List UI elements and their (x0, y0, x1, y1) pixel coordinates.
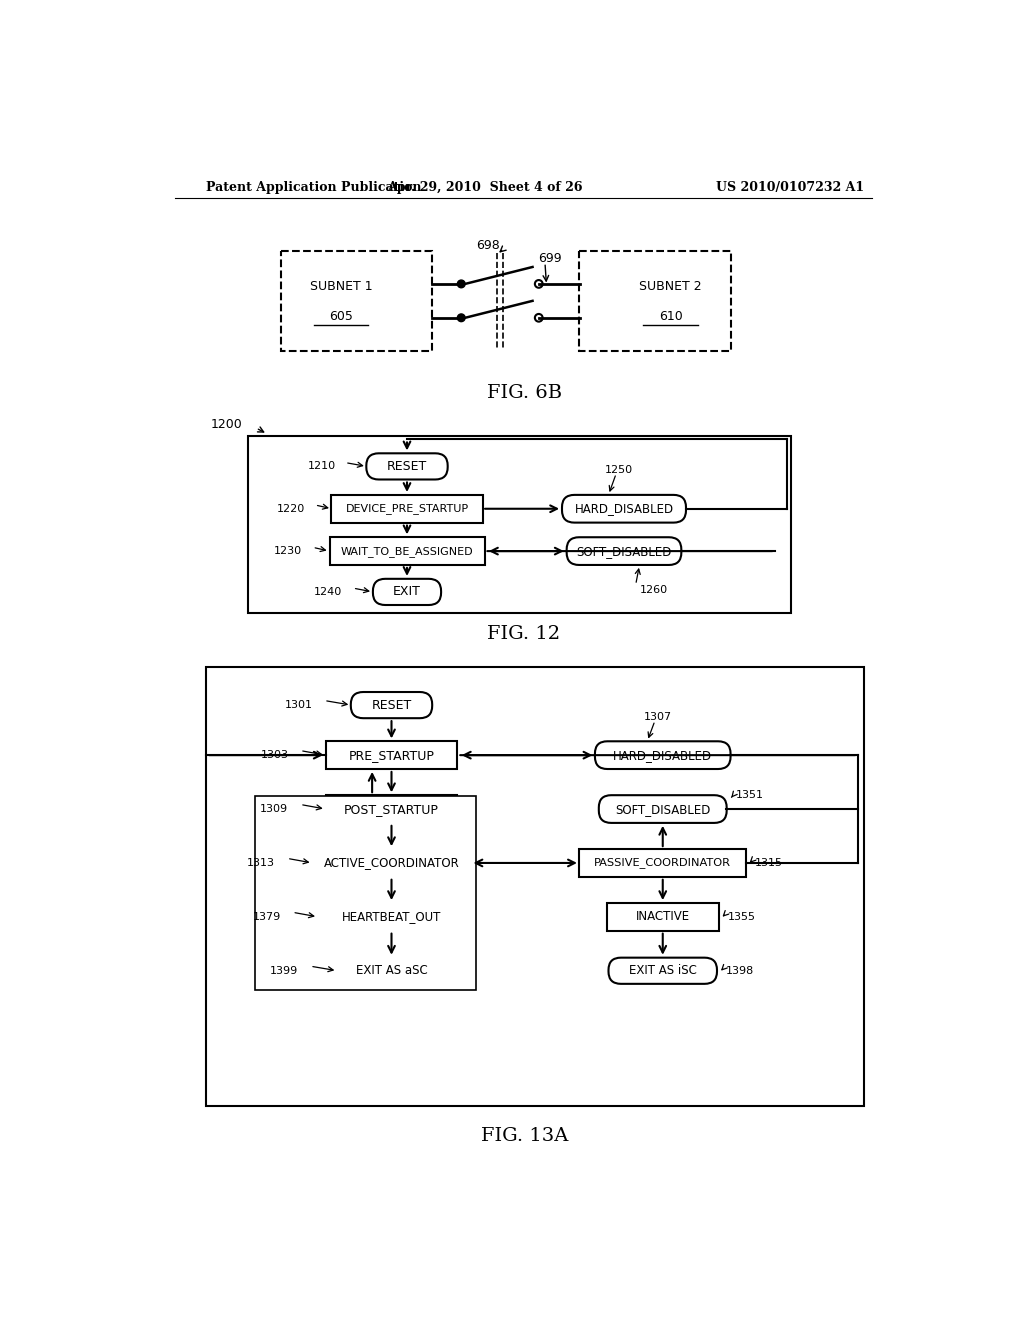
Bar (330, 537, 484, 565)
Text: HEARTBEAT_OUT: HEARTBEAT_OUT (342, 911, 441, 924)
Text: 1379: 1379 (253, 912, 281, 921)
FancyBboxPatch shape (599, 795, 727, 822)
Text: 1307: 1307 (643, 711, 672, 722)
Text: FIG. 12: FIG. 12 (486, 626, 560, 643)
Text: RESET: RESET (387, 459, 427, 473)
FancyBboxPatch shape (562, 495, 686, 523)
Text: POST_STARTUP: POST_STARTUP (344, 803, 439, 816)
Text: 1230: 1230 (274, 546, 302, 556)
FancyBboxPatch shape (337, 958, 445, 983)
Text: 1301: 1301 (285, 700, 312, 710)
FancyBboxPatch shape (608, 958, 717, 983)
Text: 1399: 1399 (270, 966, 299, 975)
Text: PASSIVE_COORDINATOR: PASSIVE_COORDINATOR (594, 858, 731, 869)
Bar (317, 903, 465, 931)
FancyBboxPatch shape (566, 537, 681, 565)
Text: 1260: 1260 (640, 585, 668, 594)
Text: DEVICE_PRE_STARTUP: DEVICE_PRE_STARTUP (345, 503, 469, 515)
Bar (281, 251, 432, 351)
Circle shape (458, 280, 465, 288)
Text: 1309: 1309 (260, 804, 289, 814)
Text: 698: 698 (476, 239, 501, 252)
Text: 1303: 1303 (260, 750, 289, 760)
Bar (580, 251, 730, 351)
Text: EXIT AS iSC: EXIT AS iSC (629, 964, 696, 977)
Text: US 2010/0107232 A1: US 2010/0107232 A1 (716, 181, 864, 194)
Text: 1220: 1220 (276, 504, 305, 513)
Text: INACTIVE: INACTIVE (636, 911, 690, 924)
FancyBboxPatch shape (351, 692, 432, 718)
FancyBboxPatch shape (595, 742, 730, 770)
Text: SUBNET 1: SUBNET 1 (310, 280, 373, 293)
Bar (606, 903, 719, 931)
Text: EXIT: EXIT (393, 585, 421, 598)
Bar (312, 849, 471, 876)
Bar (326, 795, 458, 822)
Text: 1315: 1315 (755, 858, 783, 869)
Bar (206, 667, 864, 1105)
Text: EXIT AS aSC: EXIT AS aSC (355, 964, 427, 977)
Text: 605: 605 (329, 310, 353, 323)
Bar (580, 849, 746, 876)
Text: HARD_DISABLED: HARD_DISABLED (574, 502, 674, 515)
Bar (248, 436, 791, 612)
Text: SOFT_DISABLED: SOFT_DISABLED (577, 545, 672, 557)
Text: 610: 610 (658, 310, 682, 323)
Text: Apr. 29, 2010  Sheet 4 of 26: Apr. 29, 2010 Sheet 4 of 26 (387, 181, 583, 194)
FancyBboxPatch shape (373, 578, 441, 605)
Text: 699: 699 (539, 252, 562, 265)
Text: SOFT_DISABLED: SOFT_DISABLED (615, 803, 711, 816)
Text: Patent Application Publication: Patent Application Publication (206, 181, 421, 194)
Text: 1240: 1240 (313, 587, 342, 597)
Text: 1355: 1355 (728, 912, 756, 921)
Text: SUBNET 2: SUBNET 2 (639, 280, 701, 293)
Text: HARD_DISABLED: HARD_DISABLED (613, 748, 713, 762)
Bar (255, 796, 476, 990)
Text: FIG. 13A: FIG. 13A (481, 1127, 568, 1146)
FancyBboxPatch shape (367, 453, 447, 479)
Circle shape (458, 314, 465, 322)
Text: 1210: 1210 (307, 462, 336, 471)
Text: PRE_STARTUP: PRE_STARTUP (348, 748, 434, 762)
Text: WAIT_TO_BE_ASSIGNED: WAIT_TO_BE_ASSIGNED (341, 545, 473, 557)
Bar (332, 495, 482, 523)
Text: 1398: 1398 (726, 966, 755, 975)
Text: 1313: 1313 (247, 858, 275, 869)
Text: 1250: 1250 (604, 465, 633, 475)
Text: 1200: 1200 (211, 417, 243, 430)
Text: RESET: RESET (372, 698, 412, 711)
Text: FIG. 6B: FIG. 6B (487, 384, 562, 403)
Text: ACTIVE_COORDINATOR: ACTIVE_COORDINATOR (324, 857, 460, 870)
Text: 1351: 1351 (735, 791, 764, 800)
Bar (326, 742, 458, 770)
